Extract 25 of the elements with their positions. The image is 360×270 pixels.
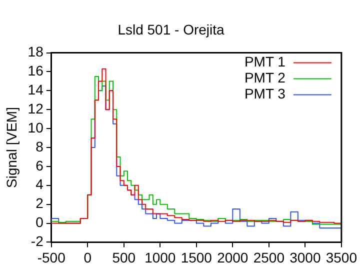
y-tick-label: 2 <box>36 195 44 212</box>
x-tick-label: 0 <box>84 249 92 266</box>
y-tick-label: 14 <box>28 82 44 98</box>
legend-label: PMT 1 <box>244 54 286 70</box>
y-tick-label: 18 <box>28 44 44 60</box>
x-tick-label: 1500 <box>180 249 212 266</box>
y-axis-title: Signal [VEM] <box>3 107 20 188</box>
x-tick-label: -500 <box>37 249 66 266</box>
legend-label: PMT 2 <box>244 70 286 86</box>
y-tick-label: 10 <box>28 119 44 136</box>
y-tick-label: 0 <box>36 214 44 230</box>
x-tick-label: 500 <box>112 249 136 266</box>
x-tick-label: 1000 <box>144 249 176 266</box>
x-tick-label: 3500 <box>326 249 358 266</box>
y-tick-label: 6 <box>36 157 44 174</box>
x-tick-label: 3000 <box>290 249 321 266</box>
chart-title: Lsld 501 - Orejita <box>118 21 225 38</box>
x-tick-label: 2500 <box>253 249 285 266</box>
y-tick-label: 12 <box>28 100 44 116</box>
y-tick-label: 4 <box>36 176 44 192</box>
legend-label: PMT 3 <box>244 86 286 102</box>
y-tick-label: 16 <box>28 62 44 79</box>
y-tick-label: -2 <box>30 233 44 250</box>
y-tick-label: 8 <box>36 138 44 154</box>
x-tick-label: 2000 <box>217 249 248 266</box>
